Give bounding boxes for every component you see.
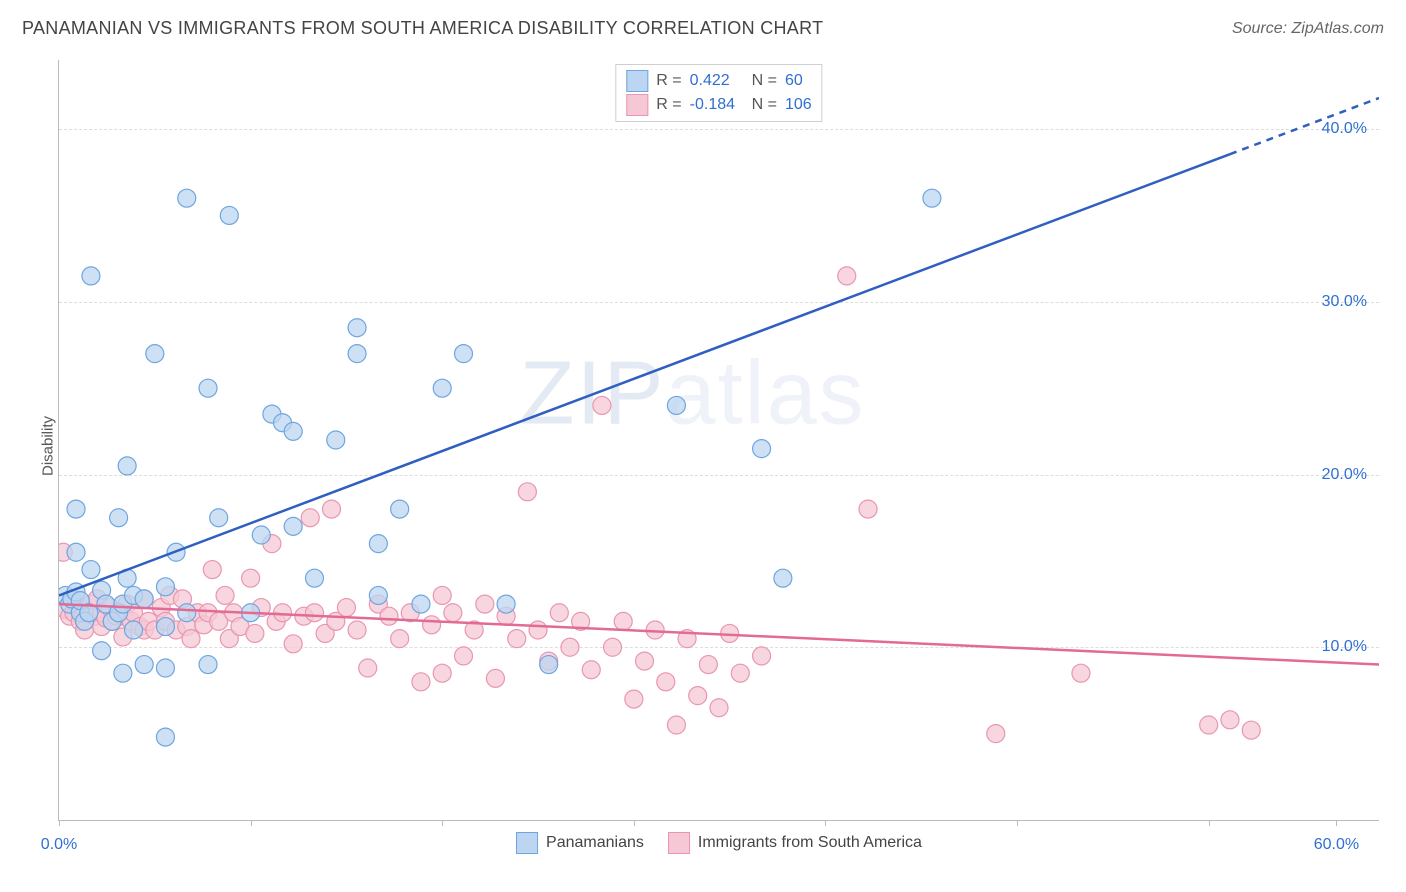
- chart-canvas: [59, 60, 1379, 820]
- x-tick-label: 60.0%: [1314, 836, 1359, 854]
- bottom-legend: Panamanians Immigrants from South Americ…: [516, 832, 922, 854]
- bottom-legend-item: Panamanians: [516, 832, 644, 854]
- chart-source: Source: ZipAtlas.com: [1232, 20, 1384, 38]
- legend-r-label: R =: [656, 96, 681, 114]
- bottom-legend-label: Immigrants from South America: [698, 834, 922, 852]
- legend-swatch: [516, 832, 538, 854]
- legend-r-value: 0.422: [690, 72, 744, 90]
- legend-row: R = 0.422 N = 60: [626, 69, 811, 93]
- legend-swatch: [668, 832, 690, 854]
- legend-box: R = 0.422 N = 60 R = -0.184 N = 106: [615, 64, 822, 122]
- legend-n-value: 60: [785, 72, 803, 90]
- x-tick-label: 0.0%: [41, 836, 77, 854]
- legend-r-label: R =: [656, 72, 681, 90]
- legend-n-label: N =: [752, 96, 777, 114]
- chart-title: PANAMANIAN VS IMMIGRANTS FROM SOUTH AMER…: [22, 18, 823, 39]
- plot-area: ZIPatlas R = 0.422 N = 60 R = -0.184 N =…: [58, 60, 1379, 821]
- chart-header: PANAMANIAN VS IMMIGRANTS FROM SOUTH AMER…: [22, 18, 1384, 39]
- legend-swatch: [626, 70, 648, 92]
- legend-swatch: [626, 94, 648, 116]
- y-axis-label: Disability: [40, 416, 57, 476]
- legend-row: R = -0.184 N = 106: [626, 93, 811, 117]
- bottom-legend-label: Panamanians: [546, 834, 644, 852]
- legend-n-label: N =: [752, 72, 777, 90]
- bottom-legend-item: Immigrants from South America: [668, 832, 922, 854]
- legend-r-value: -0.184: [690, 96, 744, 114]
- legend-n-value: 106: [785, 96, 812, 114]
